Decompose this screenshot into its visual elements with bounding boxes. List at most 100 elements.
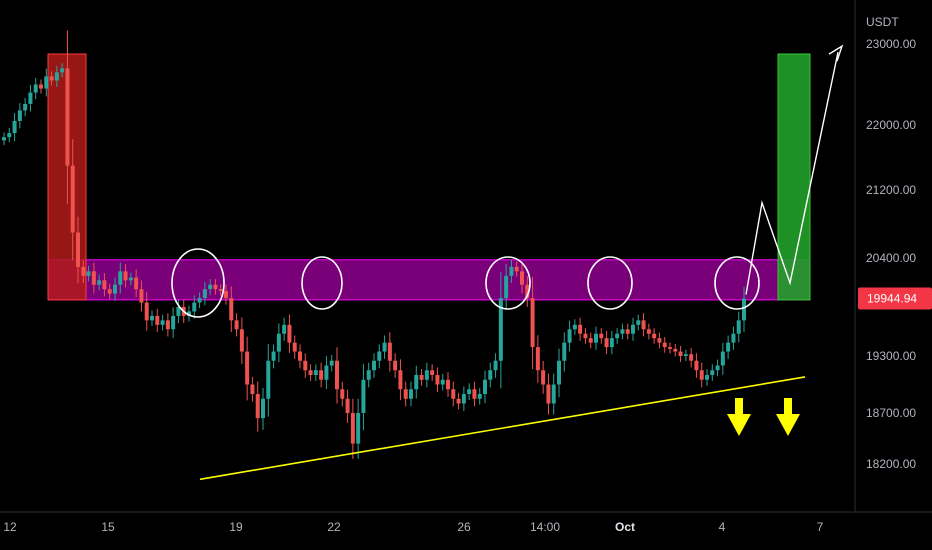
time-tick-label: 15: [101, 520, 115, 534]
candle-body: [525, 284, 530, 299]
time-tick-label: 19: [229, 520, 243, 534]
candle-body: [403, 389, 408, 399]
candle-body: [652, 333, 657, 339]
candle-body: [625, 329, 630, 334]
candle-body: [308, 370, 313, 375]
candle-body: [493, 360, 498, 371]
candle-body: [472, 389, 477, 399]
candle-body: [498, 298, 503, 361]
candle-body: [361, 379, 366, 413]
candle-body: [736, 320, 741, 334]
candle-body: [165, 320, 170, 330]
candle-body: [160, 320, 165, 325]
time-tick-label: 12: [3, 520, 17, 534]
candle-body: [551, 384, 556, 404]
candle-body: [409, 389, 413, 399]
candle-body: [541, 370, 546, 385]
candle-body: [477, 394, 482, 399]
candle-body: [678, 351, 683, 356]
price-tick-label: 20400.00: [866, 251, 916, 265]
touch-circle: [485, 256, 531, 310]
candle-body: [414, 375, 419, 390]
candle-body: [609, 338, 614, 348]
candle-body: [461, 394, 466, 404]
last-price-badge: [858, 287, 932, 310]
candle-body: [694, 360, 699, 371]
candle-body: [546, 384, 551, 404]
candle-body: [594, 333, 598, 343]
resistance-zone: [47, 259, 811, 301]
price-axis[interactable]: 23000.00 22000.00 21200.00 20400.00 19300.00…: [866, 37, 916, 471]
candle-body: [86, 271, 91, 276]
candle-body: [456, 398, 461, 404]
price-tick-label: 18700.00: [866, 406, 916, 420]
candle-body: [446, 379, 450, 390]
candle-body: [239, 329, 244, 352]
candle-body: [520, 271, 524, 285]
candle-body: [720, 351, 725, 366]
price-tick-label: 18200.00: [866, 457, 916, 471]
candle-body: [150, 315, 154, 321]
candle-body: [393, 360, 398, 371]
candle-body: [324, 365, 329, 380]
candle-body: [28, 92, 33, 104]
candle-body: [319, 370, 324, 380]
down-arrow-icon: [727, 398, 751, 436]
target-zone-box: [777, 53, 811, 301]
touch-circle: [587, 256, 633, 310]
candle-body: [91, 271, 96, 285]
time-tick-label: 4: [719, 520, 726, 534]
candle-body: [636, 320, 641, 325]
candle-body: [102, 280, 107, 290]
candle-body: [113, 284, 117, 294]
candle-body: [483, 379, 487, 394]
unit-label: USDT: [866, 15, 899, 29]
candle-body: [340, 389, 345, 399]
candle-body: [504, 275, 509, 299]
candle-body: [715, 365, 720, 371]
candle-body: [710, 370, 715, 375]
candle-body: [731, 333, 736, 343]
down-arrow-shaft: [784, 398, 792, 415]
price-tick-label: 23000.00: [866, 37, 916, 51]
candle-body: [430, 370, 435, 375]
candle-body: [33, 84, 38, 93]
candle-body: [377, 351, 382, 361]
touch-circle: [714, 256, 760, 310]
candle-body: [615, 333, 620, 339]
candle-body: [234, 320, 239, 330]
candle-body: [97, 280, 102, 285]
time-axis[interactable]: 12 15 19 22 26 14:00 Oct 4 7: [3, 520, 823, 534]
candle-body: [197, 298, 202, 303]
candle-body: [530, 298, 535, 348]
touch-circle: [301, 256, 343, 310]
down-arrow-head: [727, 414, 751, 436]
candle-body: [467, 389, 472, 394]
candle-body: [176, 307, 181, 316]
candle-body: [662, 342, 667, 348]
candle-body: [335, 360, 339, 390]
price-tick-label: 19300.00: [866, 349, 916, 363]
candle-body: [382, 342, 387, 352]
price-tick-label: 21200.00: [866, 183, 916, 197]
candle-body: [567, 329, 572, 343]
candle-body: [282, 324, 287, 334]
candle-body: [144, 302, 149, 321]
candle-body: [155, 315, 160, 325]
candle-body: [292, 342, 297, 352]
down-arrow-head: [776, 414, 800, 436]
candle-body: [250, 384, 255, 394]
candle-body: [49, 76, 54, 81]
candle-body: [514, 266, 519, 272]
candle-body: [54, 72, 59, 81]
time-tick-label: 22: [327, 520, 341, 534]
candle-body: [583, 333, 588, 339]
candle-body: [39, 84, 43, 89]
candle-body: [657, 338, 662, 343]
candle-body: [271, 351, 276, 361]
candle-body: [726, 342, 731, 352]
candle-body: [303, 360, 308, 371]
plot-area[interactable]: [2, 30, 844, 481]
candle-body: [23, 103, 28, 111]
candle-body: [372, 360, 376, 371]
